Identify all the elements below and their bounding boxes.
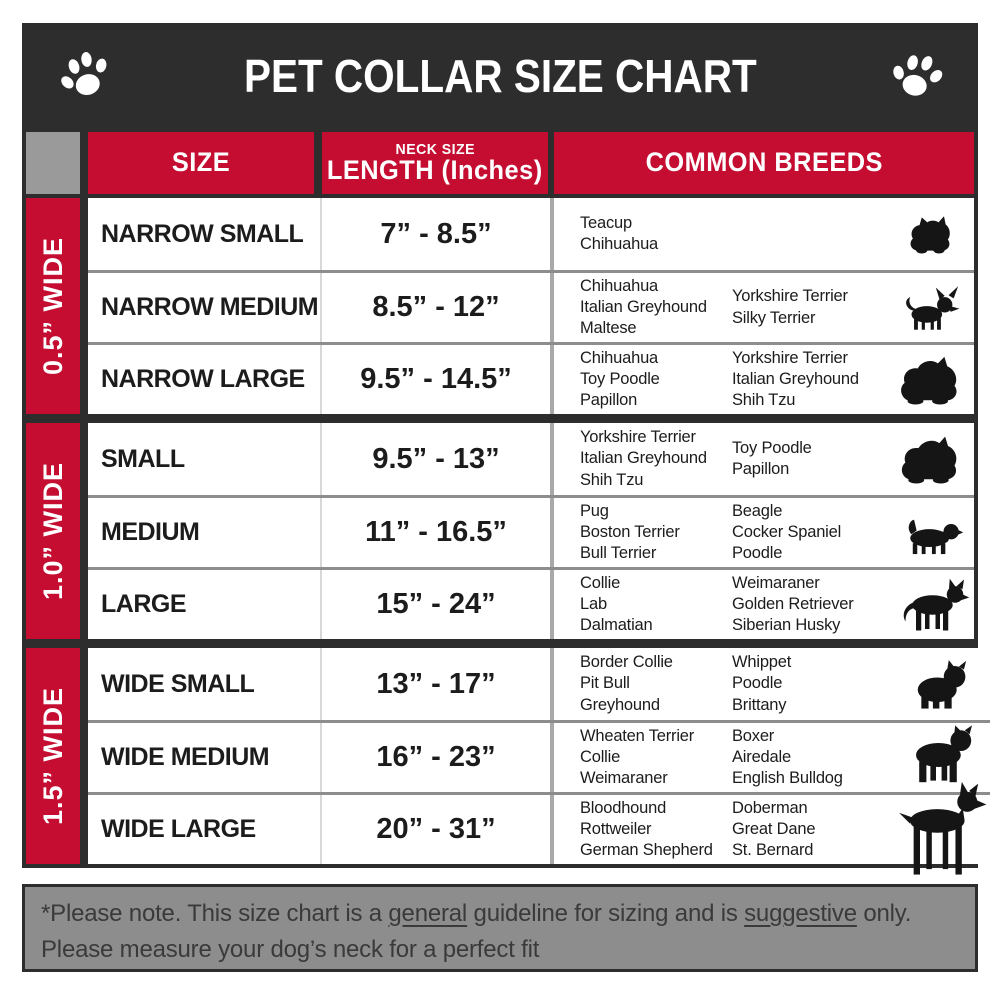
length-cell: 15” - 24”	[322, 570, 554, 639]
breeds-left: Chihuahua Italian Greyhound Maltese	[580, 276, 707, 338]
breeds-left: Border Collie Pit Bull Greyhound	[580, 653, 673, 714]
breeds-right: Boxer Airedale English Bulldog	[732, 726, 843, 788]
footnote-line-2: Please measure your dog’s neck for a per…	[41, 936, 540, 963]
breeds-right: Toy Poodle Papillon	[732, 438, 812, 478]
shih-tzu-icon	[900, 356, 957, 405]
length-cell: 20” - 31”	[322, 795, 554, 864]
footnote: *Please note. This size chart is a gener…	[22, 884, 978, 972]
paw-print-icon	[893, 54, 943, 96]
breeds-right: Yorkshire Terrier Silky Terrier	[732, 287, 848, 327]
breeds-left: Wheaten Terrier Collie Weimaraner	[580, 726, 695, 788]
breeds-left: Pug Boston Terrier Bull Terrier	[580, 501, 680, 563]
underlined-word: general	[388, 900, 468, 927]
size-cell: LARGE	[88, 570, 322, 639]
table-row: WIDE MEDIUM 16” - 23” Wheaten Terrier Co…	[88, 720, 990, 792]
column-header-size: SIZE	[88, 132, 314, 194]
breeds-left: Teacup Chihuahua	[580, 213, 659, 253]
breeds-right: Yorkshire Terrier Italian Greyhound Shih…	[732, 348, 859, 410]
column-header-neck-length: NECK SIZE LENGTH (Inches)	[322, 132, 548, 194]
size-cell: WIDE MEDIUM	[88, 723, 322, 792]
underlined-word: suggestive	[744, 900, 857, 927]
breeds-right: Doberman Great Dane St. Bernard	[732, 798, 816, 860]
length-cell: 13” - 17”	[322, 648, 554, 720]
length-cell: 9.5” - 14.5”	[322, 345, 554, 414]
breeds-right: Beagle Cocker Spaniel Poodle	[732, 501, 842, 563]
breeds-right: Weimaraner Golden Retriever Siberian Hus…	[732, 573, 854, 635]
section-half-inch: 0.5” WIDE NARROW SMALL 7” - 8.5” Teacup …	[26, 198, 974, 414]
table-row: NARROW SMALL 7” - 8.5” Teacup Chihuahua	[88, 198, 974, 270]
beagle-icon	[908, 519, 964, 554]
size-cell: NARROW MEDIUM	[88, 273, 322, 342]
column-header-common-breeds: COMMON BREEDS	[554, 132, 974, 194]
footnote-line-1: *Please note. This size chart is a gener…	[41, 900, 912, 927]
width-band-1.0: 1.0” WIDE	[26, 423, 88, 639]
width-band-0.5: 0.5” WIDE	[26, 198, 88, 414]
width-label: 0.5” WIDE	[37, 236, 68, 376]
pit-bull-icon	[916, 724, 972, 782]
size-cell: NARROW SMALL	[88, 198, 322, 270]
table-row: MEDIUM 11” - 16.5” Pug Boston Terrier Bu…	[88, 495, 974, 567]
pekingese-icon	[901, 436, 957, 484]
bulldog-icon	[917, 660, 966, 709]
length-cell: 7” - 8.5”	[322, 198, 554, 270]
breeds-right: Whippet Poodle Brittany	[732, 653, 792, 714]
corner-block	[26, 132, 80, 194]
length-cell: 11” - 16.5”	[322, 498, 554, 567]
width-label: 1.0” WIDE	[37, 461, 68, 601]
size-cell: NARROW LARGE	[88, 345, 322, 414]
section-one-inch: 1.0” WIDE SMALL 9.5” - 13” Yorkshire Ter…	[26, 423, 974, 639]
breeds-left: Yorkshire Terrier Italian Greyhound Shih…	[580, 428, 707, 489]
chart-header: PET COLLAR SIZE CHART	[22, 23, 978, 128]
width-band-1.5: 1.5” WIDE	[26, 648, 88, 864]
size-cell: SMALL	[88, 423, 322, 495]
doberman-icon	[899, 781, 987, 875]
size-cell: WIDE LARGE	[88, 795, 322, 864]
table-row: NARROW LARGE 9.5” - 14.5” Chihuahua Toy …	[88, 342, 974, 414]
table-row: WIDE LARGE 20” - 31” Bloodhound Rottweil…	[88, 781, 990, 875]
length-cell: 9.5” - 13”	[322, 423, 554, 495]
table-row: SMALL 9.5” - 13” Yorkshire Terrier Itali…	[88, 423, 974, 495]
breeds-left: Chihuahua Toy Poodle Papillon	[580, 348, 660, 410]
yorkshire-terrier-icon	[910, 216, 951, 254]
table-row: WIDE SMALL 13” - 17” Border Collie Pit B…	[88, 648, 990, 720]
german-shepherd-icon	[903, 578, 969, 630]
chihuahua-icon	[906, 285, 960, 330]
width-label: 1.5” WIDE	[37, 686, 68, 826]
breeds-left: Bloodhound Rottweiler German Shepherd	[580, 798, 713, 860]
table-row: LARGE 15” - 24” Collie Lab Dalmatian Wei…	[88, 567, 974, 639]
paw-print-icon	[61, 51, 107, 95]
length-cell: 8.5” - 12”	[322, 273, 554, 342]
size-cell: WIDE SMALL	[88, 648, 322, 720]
table-row: NARROW MEDIUM 8.5” - 12” Chihuahua Itali…	[88, 270, 974, 342]
breeds-left: Collie Lab Dalmatian	[580, 573, 653, 635]
size-chart-table: SIZE NECK SIZE LENGTH (Inches) COMMON BR…	[22, 128, 990, 875]
section-one-half-inch: 1.5” WIDE WIDE SMALL 13” - 17” Border Co…	[26, 648, 990, 875]
length-cell: 16” - 23”	[322, 723, 554, 792]
size-cell: MEDIUM	[88, 498, 322, 567]
page-title: PET COLLAR SIZE CHART	[243, 49, 757, 102]
table-header-row: SIZE NECK SIZE LENGTH (Inches) COMMON BR…	[26, 132, 974, 194]
